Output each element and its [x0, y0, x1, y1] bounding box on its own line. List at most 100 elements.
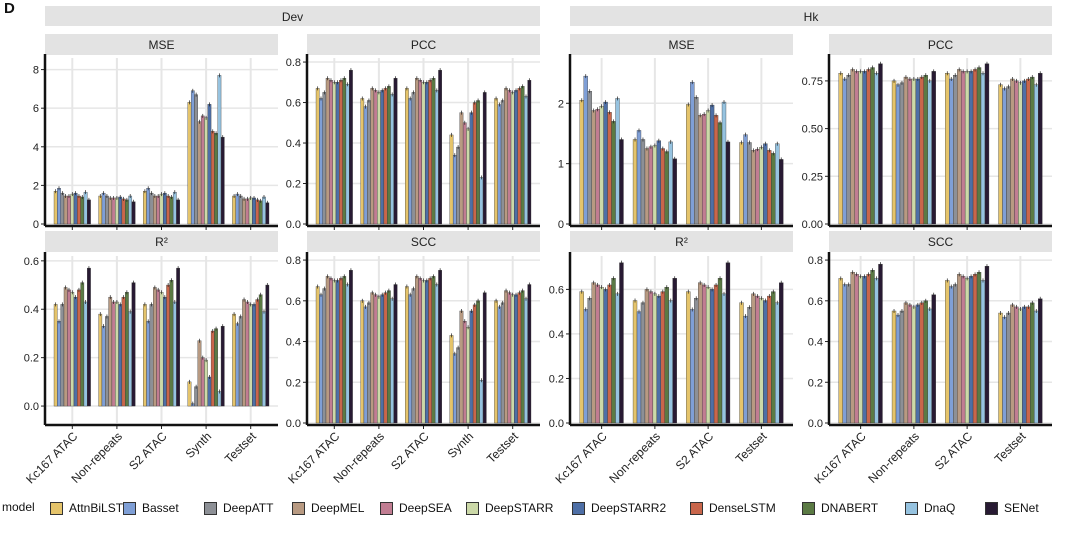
bar-DNABERT	[80, 196, 85, 225]
bar-SENet	[393, 78, 398, 225]
y-tick-label: 0.6	[286, 98, 301, 110]
bar-DeepATT	[105, 316, 109, 407]
bar-DeepSTARR2	[162, 296, 167, 407]
bar-DeepATT	[747, 142, 752, 225]
y-tick-label: 0.4	[286, 138, 301, 150]
bar-DenseLSTM	[713, 284, 719, 424]
x-tick-label: Kc167 ATAC	[812, 429, 869, 486]
legend-swatch	[204, 501, 217, 515]
bar-SENet	[176, 267, 180, 407]
bar-DeepSTARR2	[763, 300, 768, 424]
bar-DeepSTARR	[705, 286, 711, 424]
bar-DeepSTARR2	[656, 295, 662, 424]
legend-label: DeepMEL	[311, 501, 365, 515]
bar-AttnBiLSTM	[739, 142, 744, 225]
bar-Basset	[57, 188, 61, 225]
bar-DeepSTARR2	[252, 197, 256, 225]
bar-SENet	[482, 292, 487, 424]
bar-AttnBiLSTM	[143, 304, 147, 407]
bar-DnaQ	[217, 391, 222, 407]
y-tick-label: 4	[33, 142, 39, 154]
legend-swatch	[905, 501, 918, 515]
bar-DnaQ	[128, 195, 133, 225]
bar-Basset	[949, 78, 954, 225]
legend-swatch	[690, 501, 703, 515]
bar-DeepMEL	[903, 76, 909, 225]
legend-item-basset: Basset	[123, 498, 179, 518]
legend-item-senet: SENet	[985, 498, 1039, 518]
bar-DeepATT	[1006, 312, 1011, 424]
bar-DeepSTARR	[964, 71, 970, 225]
bar-AttnBiLSTM	[632, 300, 638, 424]
bar-SENet	[527, 284, 532, 424]
bar-DeepATT	[322, 288, 327, 424]
bar-DNABERT	[214, 328, 218, 407]
bar-SENet	[438, 69, 442, 225]
bar-DenseLSTM	[660, 291, 665, 424]
legend-swatch	[123, 501, 136, 515]
y-tick-label: 2	[558, 98, 564, 110]
bar-Basset	[1002, 88, 1007, 225]
group-strip-hk	[570, 6, 1052, 26]
bar-DeepSTARR2	[968, 71, 974, 225]
bar-DeepSEA	[701, 113, 707, 225]
bar-DeepSTARR2	[915, 78, 921, 225]
bar-DNABERT	[664, 151, 669, 225]
bar-DNABERT	[870, 67, 875, 225]
bar-DeepSEA	[373, 90, 378, 225]
bar-SENet	[220, 326, 225, 407]
bar-DeepSTARR2	[709, 104, 715, 225]
bar-DeepSEA	[507, 90, 512, 225]
bar-DeepSTARR2	[862, 276, 867, 424]
bar-DeepMEL	[197, 121, 202, 225]
bar-Basset	[690, 81, 695, 225]
bar-DeepSTARR	[858, 71, 863, 225]
bar-SENet	[438, 270, 442, 424]
bar-Basset	[101, 192, 106, 225]
legend-title: model	[2, 500, 35, 514]
bar-DeepSTARR	[964, 278, 970, 424]
bar-DeepSEA	[67, 289, 71, 407]
bar-DeepSEA	[111, 197, 116, 225]
x-tick-label: S2 ATAC	[673, 429, 717, 473]
bar-DeepMEL	[751, 150, 756, 225]
bar-DnaQ	[668, 141, 673, 225]
legend-swatch	[292, 501, 305, 515]
y-tick-label: 0.50	[802, 124, 823, 136]
panel-title: R²	[155, 235, 168, 249]
bar-DeepSTARR	[858, 276, 863, 424]
bar-DnaQ	[262, 311, 266, 407]
bar-AttnBiLSTM	[838, 73, 843, 225]
bar-DenseLSTM	[121, 296, 126, 407]
x-tick-label: Testset	[992, 429, 1029, 466]
bar-DeepMEL	[153, 195, 157, 225]
legend-item-deepstarr2: DeepSTARR2	[572, 498, 666, 518]
bar-DeepATT	[149, 304, 154, 407]
bar-DNABERT	[431, 276, 436, 424]
bar-DeepATT	[411, 288, 416, 424]
bar-DNABERT	[664, 286, 669, 424]
bar-DeepSTARR	[115, 301, 119, 407]
group-strip-dev	[45, 6, 540, 26]
legend-swatch	[802, 501, 815, 515]
y-tick-label: 8	[33, 65, 39, 77]
bar-DeepATT	[899, 82, 905, 225]
bar-SENet	[349, 270, 353, 424]
y-tick-label: 0.4	[24, 304, 39, 316]
bar-DNABERT	[342, 276, 347, 424]
bar-AttnBiLSTM	[632, 139, 638, 225]
bar-DeepATT	[587, 91, 592, 225]
legend-label: Basset	[142, 501, 179, 515]
bar-DnaQ	[615, 293, 620, 424]
y-tick-label: 0.8	[808, 255, 823, 267]
bar-DeepMEL	[108, 197, 113, 225]
bar-DNABERT	[1030, 302, 1035, 424]
bar-DeepSTARR	[70, 292, 75, 407]
y-tick-label: 0.0	[286, 219, 301, 231]
bar-DeepMEL	[325, 276, 330, 424]
bar-DeepSTARR2	[514, 294, 518, 424]
bar-DNABERT	[611, 278, 616, 424]
bar-DeepSEA	[245, 198, 250, 225]
bar-AttnBiLSTM	[315, 88, 320, 225]
legend-label: DeepSTARR	[485, 501, 554, 515]
